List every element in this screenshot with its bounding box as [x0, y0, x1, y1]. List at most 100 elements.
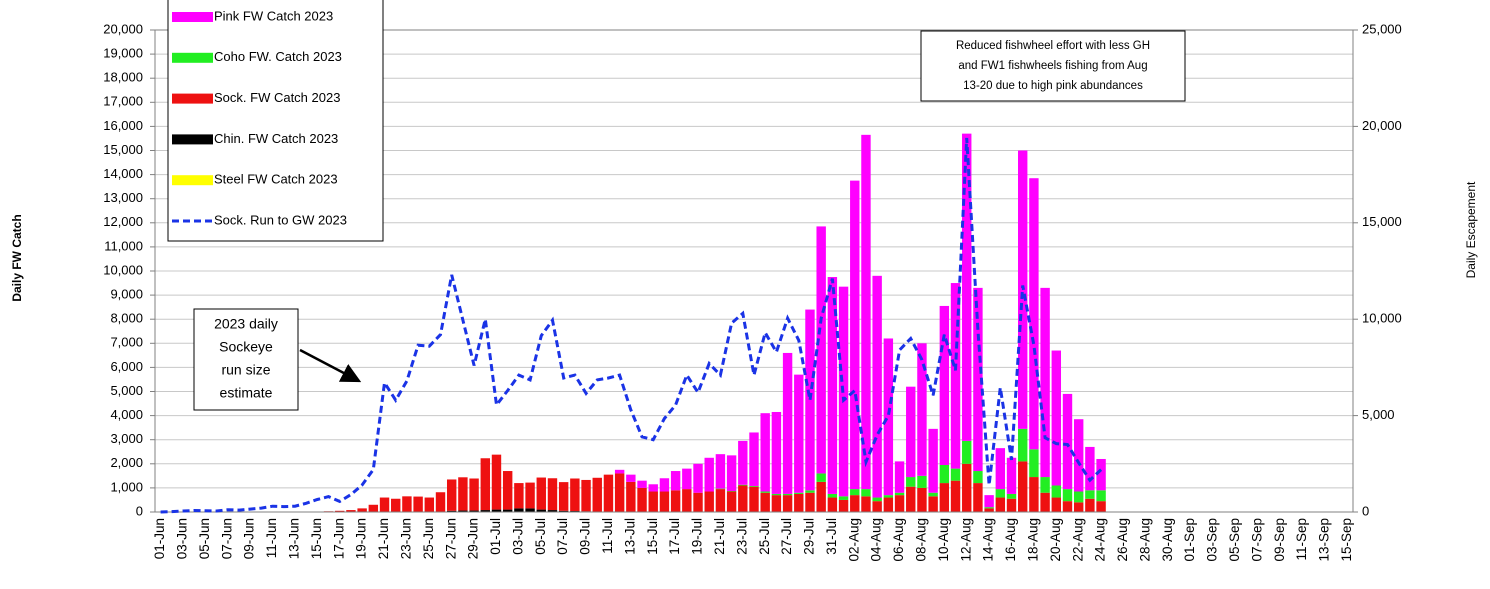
bar-segment: [906, 486, 916, 512]
bar-segment: [335, 510, 345, 512]
bar-segment: [771, 493, 782, 496]
bar-segment: [1062, 489, 1073, 502]
y-tick-label: 13,000: [103, 190, 143, 205]
legend-swatch: [172, 52, 213, 63]
bar-segment: [435, 492, 446, 512]
bar-segment: [738, 485, 748, 512]
bar-segment: [458, 510, 468, 512]
bar-segment: [894, 492, 905, 496]
legend-swatch: [172, 134, 213, 145]
bar-segment: [917, 487, 927, 512]
bar-segment: [1051, 350, 1062, 486]
x-tick-label: 09-Sep: [1272, 518, 1287, 562]
legend-label: Chin. FW Catch 2023: [214, 131, 338, 146]
annotation-text: Reduced fishwheel effort with less GH: [956, 40, 1150, 52]
bar-segment: [962, 440, 972, 464]
bar-segment: [1073, 419, 1084, 492]
y2-tick-label: 5,000: [1362, 407, 1395, 422]
bar-segment: [995, 448, 1006, 490]
bar-segment: [536, 477, 546, 510]
x-tick-label: 05-Jul: [533, 518, 548, 555]
bar-segment: [984, 508, 994, 512]
bar-segment: [536, 509, 546, 512]
x-tick-label: 25-Jun: [421, 518, 436, 559]
legend-label: Steel FW Catch 2023: [214, 172, 338, 187]
y-tick-label: 9,000: [110, 287, 143, 302]
bar-segment: [827, 497, 838, 512]
bar-segment: [1085, 446, 1095, 491]
x-tick-label: 14-Aug: [981, 518, 996, 562]
bar-segment: [670, 471, 681, 491]
bar-segment: [984, 495, 994, 508]
x-tick-label: 13-Sep: [1317, 518, 1332, 562]
y2-tick-label: 0: [1362, 503, 1369, 518]
bar-segment: [491, 454, 502, 510]
x-tick-label: 18-Aug: [1025, 518, 1040, 562]
x-tick-label: 20-Aug: [1048, 518, 1063, 562]
x-tick-label: 11-Jul: [600, 518, 615, 554]
bar-segment: [950, 480, 961, 512]
bar-segment: [491, 509, 502, 512]
bar-segment: [928, 428, 938, 493]
bar-segment: [872, 275, 882, 498]
bar-segment: [794, 493, 804, 512]
x-tick-label: 13-Jul: [622, 518, 637, 555]
bar-segment: [670, 490, 681, 512]
bar-segment: [850, 489, 860, 496]
bar-segment: [1006, 457, 1017, 494]
annotation-text: 13-20 due to high pink abundances: [963, 80, 1143, 92]
y-tick-label: 7,000: [110, 335, 143, 350]
bar-segment: [950, 468, 961, 481]
y-tick-label: 20,000: [103, 21, 143, 36]
x-tick-label: 29-Jun: [466, 518, 481, 559]
x-tick-label: 28-Aug: [1137, 518, 1152, 562]
bar-segment: [771, 411, 782, 494]
bar-segment: [973, 287, 983, 472]
bar-segment: [872, 497, 882, 502]
bar-segment: [738, 484, 748, 486]
bar-segment: [1018, 428, 1028, 462]
y-tick-label: 11,000: [104, 238, 143, 253]
bar-segment: [682, 468, 692, 490]
annotation-text: estimate: [220, 385, 273, 401]
bar-segment: [973, 483, 983, 512]
bar-segment: [547, 478, 558, 511]
bar-segment: [760, 491, 770, 493]
bar-segment: [391, 498, 401, 512]
y2-tick-label: 25,000: [1362, 21, 1402, 36]
x-tick-label: 19-Jun: [354, 518, 369, 559]
bar-segment: [805, 492, 815, 512]
bar-segment: [805, 309, 815, 491]
bar-segment: [995, 497, 1006, 512]
y-tick-label: 12,000: [103, 214, 143, 229]
legend: Pink FW Catch 2023 Coho FW. Catch 2023 Soc…: [172, 8, 347, 227]
bar-segment: [693, 463, 703, 493]
bar-segment: [659, 491, 670, 512]
x-tick-label: 27-Jul: [779, 518, 794, 555]
x-tick-label: 07-Sep: [1249, 518, 1264, 562]
bar-segment: [816, 473, 826, 482]
y-tick-label: 15,000: [103, 142, 143, 157]
bar-segment: [894, 495, 905, 512]
y-tick-label: 4,000: [110, 407, 143, 422]
bar-segment: [1006, 493, 1017, 499]
y-tick-label: 14,000: [103, 166, 143, 181]
y-tick-label: 10,000: [103, 262, 143, 277]
annotation-text: run size: [221, 362, 270, 378]
bar-segment: [715, 489, 726, 512]
x-tick-label: 23-Jul: [734, 518, 749, 555]
bar-segment: [861, 496, 871, 512]
bar-segment: [726, 455, 737, 492]
bar-segment: [558, 482, 569, 511]
x-tick-label: 25-Jul: [757, 518, 772, 555]
bar-segment: [446, 510, 457, 512]
bar-segment: [581, 479, 591, 512]
bar-segment: [480, 458, 490, 511]
bar-segment: [816, 226, 826, 474]
bar-segment: [816, 481, 826, 512]
bar-segment: [469, 510, 479, 512]
y-tick-label: 8,000: [110, 311, 143, 326]
bar-segment: [693, 492, 703, 512]
bar-segment: [760, 492, 770, 512]
bar-segment: [1073, 502, 1084, 512]
